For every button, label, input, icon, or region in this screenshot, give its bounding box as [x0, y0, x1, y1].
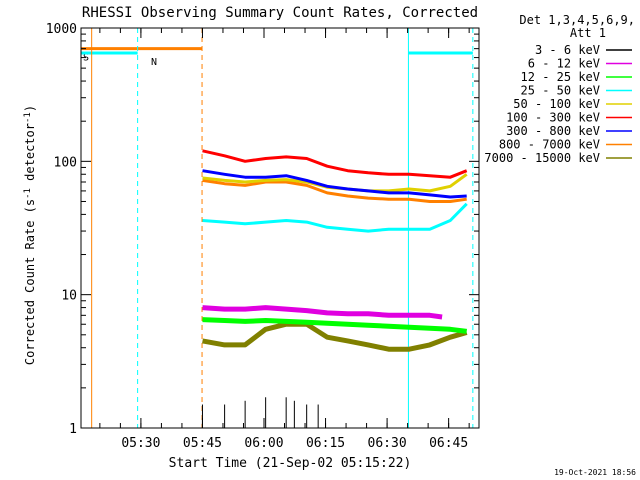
x-tick-label-4: 06:15: [306, 436, 345, 451]
x-tick-label-1: 05:30: [121, 436, 160, 451]
legend-label-1: 3 - 6 keV: [535, 43, 600, 57]
series-line-7: [202, 169, 467, 199]
y-tick-label-2: 10: [61, 289, 77, 304]
legend-label-8: 800 - 7000 keV: [499, 138, 600, 152]
x-axis-label: Start Time (21-Sep-02 05:15:22): [169, 456, 412, 471]
legend-label-5: 50 - 100 keV: [513, 97, 600, 111]
series-line-4: [202, 202, 468, 233]
x-tick-label-6: 06:45: [429, 436, 468, 451]
y-tick-label-1: 1: [69, 422, 77, 437]
flag-label-n: N: [151, 57, 157, 68]
series-line-6: [202, 149, 468, 179]
flag-label-s: S: [83, 53, 89, 64]
series-line-9: [202, 321, 468, 352]
generation-timestamp: 19-Oct-2021 18:56: [554, 468, 636, 477]
chart-title: RHESSI Observing Summary Count Rates, Co…: [82, 5, 478, 21]
x-tick-label-3: 06:00: [244, 436, 283, 451]
legend-label-9: 7000 - 15000 keV: [484, 151, 600, 165]
legend-header-line-1: Det 1,3,4,5,6,9,: [519, 13, 635, 27]
legend-label-3: 12 - 25 keV: [521, 70, 600, 84]
series-line-3: [202, 317, 468, 334]
legend-label-4: 25 - 50 keV: [521, 84, 600, 98]
series-line-2: [202, 305, 443, 320]
plot-frame: [80, 27, 480, 429]
legend-label-6: 100 - 300 keV: [506, 111, 600, 125]
y-axis-label: Corrected Count Rate (s-1 detector-1): [23, 105, 37, 365]
legend-label-2: 6 - 12 keV: [528, 57, 600, 71]
axes: 1 10 100 1000 05:30 05:45 06:00 06:15 06:30 06:45: [46, 22, 479, 451]
x-tick-label-2: 05:45: [183, 436, 222, 451]
series-line-8: [202, 178, 467, 203]
legend-label-7: 300 - 800 keV: [506, 124, 600, 138]
legend-header-line-2: Att 1: [570, 26, 606, 40]
x-tick-label-5: 06:30: [368, 436, 407, 451]
y-tick-label-3: 100: [54, 155, 77, 170]
y-tick-label-4: 1000: [46, 22, 77, 37]
